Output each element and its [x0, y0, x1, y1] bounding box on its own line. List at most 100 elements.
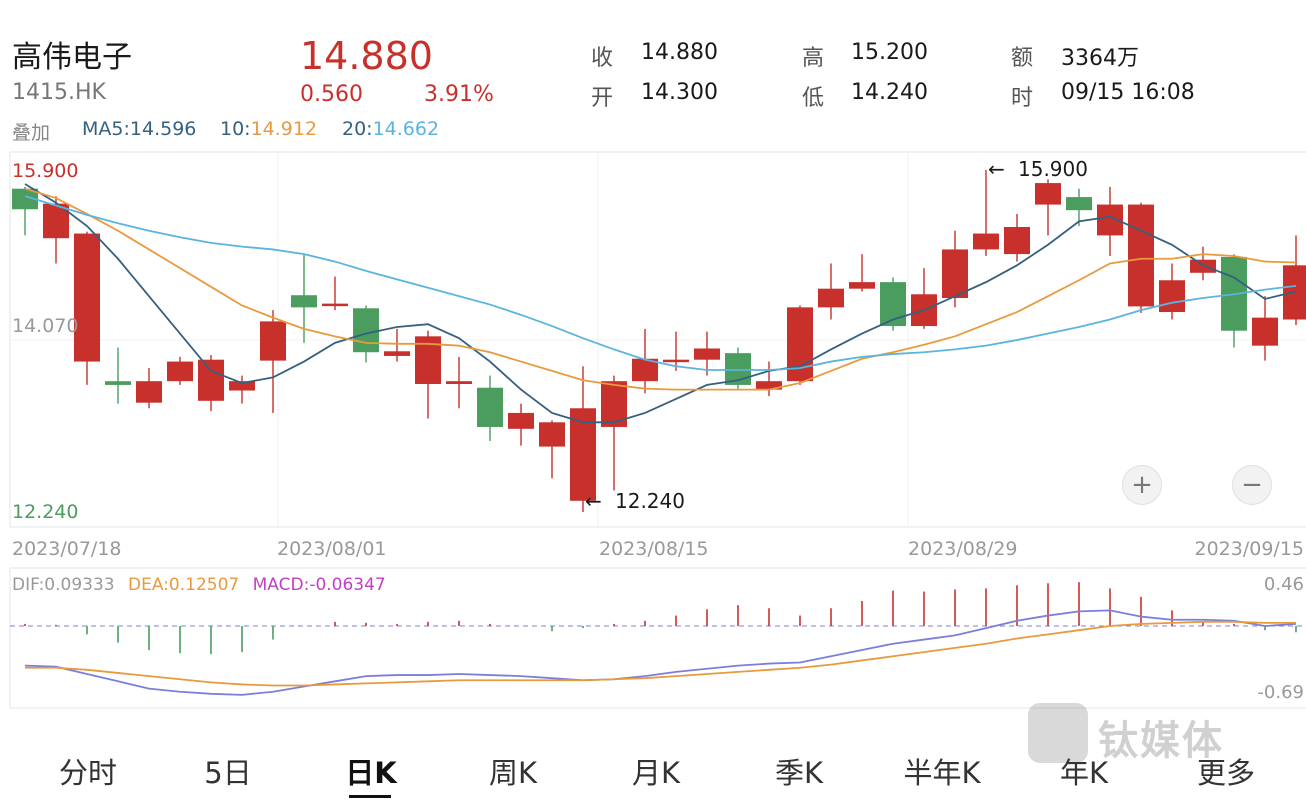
- candle-body: [136, 381, 162, 403]
- kline-chart[interactable]: 15.900 14.070 12.240 ← 15.900 ← 12.240 2…: [0, 0, 1306, 720]
- candle-body: [322, 303, 348, 307]
- candle: [229, 375, 255, 404]
- zoom-in-button[interactable]: +: [1122, 465, 1162, 505]
- candle: [601, 375, 627, 491]
- low-annotation: ← 12.240: [585, 489, 685, 513]
- minus-icon: −: [1241, 470, 1263, 500]
- dif-value: 0.09333: [44, 575, 114, 595]
- candle-body: [260, 321, 286, 361]
- tab-more[interactable]: 更多: [1196, 756, 1256, 790]
- stock-code: 1415.HK: [12, 80, 106, 105]
- candle-body: [973, 233, 999, 250]
- macd-legend: DIF:0.09333 DEA:0.12507 MACD:-0.06347: [12, 575, 386, 595]
- candle: [539, 420, 565, 479]
- tab-daily-k[interactable]: 日K: [345, 756, 397, 790]
- candle: [942, 230, 968, 308]
- macd-y-bottom-label: -0.69: [1257, 682, 1304, 703]
- candle-body: [229, 381, 255, 391]
- high-value: 15.200: [851, 40, 928, 65]
- candle: [446, 356, 472, 409]
- tab-intraday[interactable]: 分时: [58, 756, 118, 790]
- candle-body: [1128, 204, 1154, 307]
- candle-body: [1252, 317, 1278, 346]
- candle: [570, 366, 596, 512]
- candle-body: [446, 381, 472, 384]
- candle-body: [74, 233, 100, 362]
- overlay-button[interactable]: 叠加: [12, 122, 51, 144]
- candle: [663, 331, 689, 371]
- macd-y-top-label: 0.46: [1264, 574, 1304, 595]
- period-tabs: 分时 5日 日K 周K 月K 季K 半年K 年K 更多: [0, 740, 1306, 799]
- candle: [849, 254, 875, 292]
- ma10-value: 14.912: [250, 118, 318, 140]
- candle-body: [1004, 227, 1030, 255]
- close-label: 收: [591, 46, 614, 71]
- candle-body: [12, 188, 38, 210]
- ma5-legend: MA5:14.596: [82, 118, 196, 140]
- candle: [632, 328, 658, 394]
- candle: [818, 263, 844, 320]
- candle-body: [1066, 197, 1092, 211]
- high-label: 高: [802, 46, 825, 71]
- candle: [477, 375, 503, 441]
- candle: [911, 268, 937, 329]
- candle: [198, 355, 224, 412]
- ma20-value: 14.662: [372, 118, 440, 140]
- y-axis-top-label: 15.900: [12, 160, 78, 182]
- watermark-text: 钛媒体: [1098, 718, 1224, 764]
- candle: [1035, 179, 1061, 236]
- tab-quarterly-k[interactable]: 季K: [774, 756, 824, 790]
- ma20-line: [24, 195, 1297, 371]
- zoom-out-button[interactable]: −: [1232, 465, 1272, 505]
- candle-body: [105, 381, 131, 385]
- dea-label: DEA:: [128, 575, 169, 595]
- open-value: 14.300: [641, 80, 718, 105]
- macd-value: -0.06347: [309, 575, 385, 595]
- candle: [1252, 296, 1278, 361]
- candle: [74, 231, 100, 385]
- date-label-2: 2023/08/01: [277, 538, 387, 560]
- candle: [787, 305, 813, 385]
- ma10-label: 10:: [220, 118, 251, 140]
- candle: [1190, 246, 1216, 281]
- ma20-legend: 20:14.662: [342, 118, 439, 140]
- plus-icon: +: [1131, 470, 1153, 500]
- date-label-3: 2023/08/15: [599, 538, 709, 560]
- low-arrow-icon: ←: [585, 489, 602, 513]
- candle: [1066, 188, 1092, 227]
- low-label: 低: [802, 86, 825, 111]
- candle-body: [849, 282, 875, 289]
- amount-value: 3364万: [1061, 46, 1139, 71]
- tab-halfyear-k[interactable]: 半年K: [903, 756, 981, 790]
- tab-monthly-k[interactable]: 月K: [631, 756, 681, 790]
- candle: [508, 403, 534, 446]
- candle-body: [632, 358, 658, 382]
- open-label: 开: [591, 86, 614, 111]
- y-axis-bottom-label: 12.240: [12, 501, 78, 523]
- watermark-logo-icon: [1028, 703, 1088, 763]
- candle-body: [942, 249, 968, 299]
- high-annotation-value: 15.900: [1018, 157, 1088, 181]
- candle: [43, 196, 69, 264]
- candle-body: [1035, 183, 1061, 205]
- close-value: 14.880: [641, 40, 718, 65]
- candle: [260, 310, 286, 413]
- price-change-pct: 3.91%: [424, 82, 494, 107]
- candle: [12, 186, 38, 236]
- y-axis-mid-label: 14.070: [12, 315, 78, 337]
- dif-line: [24, 609, 1297, 696]
- candle-body: [1159, 280, 1185, 313]
- tab-yearly-k[interactable]: 年K: [1059, 756, 1109, 790]
- candle-body: [291, 295, 317, 308]
- candle-body: [756, 381, 782, 390]
- candle: [167, 356, 193, 385]
- candle: [322, 276, 348, 311]
- candle: [1097, 186, 1123, 256]
- macd-label: MACD:: [253, 575, 310, 595]
- candle: [353, 305, 379, 363]
- dea-value: 0.12507: [169, 575, 239, 595]
- candle: [136, 368, 162, 409]
- tab-5day[interactable]: 5日: [204, 756, 252, 790]
- candle: [756, 361, 782, 397]
- tab-weekly-k[interactable]: 周K: [488, 756, 538, 790]
